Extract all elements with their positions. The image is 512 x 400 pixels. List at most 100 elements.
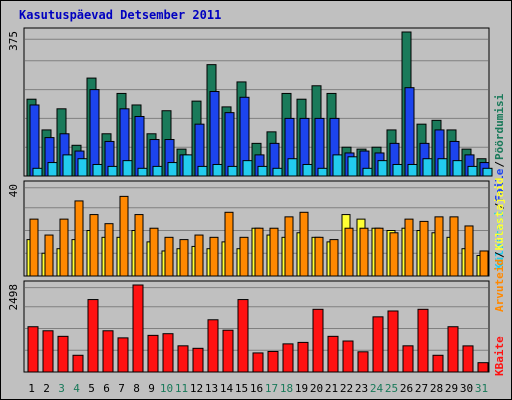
legend-files: Faile bbox=[493, 168, 506, 201]
files-bar bbox=[134, 115, 145, 177]
kbytes-bar bbox=[342, 340, 354, 373]
kbytes-bar bbox=[147, 334, 159, 373]
computers-bar bbox=[164, 236, 174, 277]
x-tick-label: 30 bbox=[460, 382, 473, 395]
x-tick-label: 21 bbox=[325, 382, 338, 395]
computers-bar bbox=[374, 227, 384, 277]
visits-bar bbox=[47, 162, 58, 177]
x-tick-label: 14 bbox=[220, 382, 234, 395]
kbytes-bar bbox=[357, 351, 369, 373]
kbytes-bar bbox=[387, 310, 399, 373]
x-tick-label: 8 bbox=[133, 382, 140, 395]
computers-bar bbox=[59, 218, 69, 277]
computers-bar bbox=[479, 250, 489, 277]
visits-bar bbox=[437, 158, 448, 177]
visits-bar bbox=[317, 167, 328, 177]
visits-bar bbox=[257, 165, 268, 177]
legend-pages: Pöördumisi bbox=[493, 93, 506, 160]
computers-bar bbox=[449, 216, 459, 277]
computers-bar bbox=[104, 223, 114, 277]
visits-bar bbox=[452, 160, 463, 177]
computers-bar bbox=[299, 211, 309, 277]
visits-bar bbox=[467, 165, 478, 177]
visits-bar bbox=[122, 160, 133, 177]
visits-bar bbox=[77, 158, 88, 177]
files-bar bbox=[404, 87, 415, 177]
x-tick-label: 26 bbox=[400, 382, 413, 395]
visits-bar bbox=[362, 167, 373, 177]
y-max-label: 2498 bbox=[7, 284, 20, 311]
x-tick-label: 31 bbox=[475, 382, 488, 395]
kbytes-bar bbox=[447, 326, 459, 373]
x-tick-label: 10 bbox=[160, 382, 173, 395]
computers-bar bbox=[329, 239, 339, 277]
x-tick-label: 16 bbox=[250, 382, 263, 395]
computers-bar bbox=[284, 216, 294, 277]
x-tick-label: 9 bbox=[148, 382, 155, 395]
computers-bar bbox=[44, 234, 54, 277]
x-tick-label: 23 bbox=[355, 382, 368, 395]
kbytes-bar bbox=[177, 345, 189, 373]
kbytes-bar bbox=[297, 341, 309, 373]
x-tick-label: 2 bbox=[43, 382, 50, 395]
visits-bar bbox=[137, 167, 148, 177]
visits-bar bbox=[152, 165, 163, 177]
x-tick-label: 17 bbox=[265, 382, 278, 395]
y-max-label: 40 bbox=[7, 184, 20, 197]
kbytes-bar bbox=[312, 308, 324, 373]
visits-bar bbox=[482, 167, 493, 177]
x-tick-label: 27 bbox=[415, 382, 428, 395]
computers-bar bbox=[404, 218, 414, 277]
files-bar bbox=[89, 89, 100, 177]
legend-kbytes: KBaite bbox=[493, 336, 506, 376]
x-tick-label: 6 bbox=[103, 382, 110, 395]
visits-bar bbox=[332, 154, 343, 177]
computers-bar bbox=[179, 239, 189, 277]
computers-bar bbox=[464, 225, 474, 277]
kbytes-bar bbox=[462, 345, 474, 373]
x-tick-label: 11 bbox=[175, 382, 188, 395]
computers-bar bbox=[389, 232, 399, 277]
x-tick-label: 15 bbox=[235, 382, 248, 395]
x-tick-label: 28 bbox=[430, 382, 443, 395]
visits-bar bbox=[62, 154, 73, 177]
kbytes-bar bbox=[27, 326, 39, 373]
legend-separator: / bbox=[493, 161, 506, 168]
visits-bar bbox=[227, 165, 238, 177]
visits-bar bbox=[182, 154, 193, 177]
kbytes-bar bbox=[57, 335, 69, 373]
kbytes-bar bbox=[432, 354, 444, 373]
x-tick-label: 4 bbox=[73, 382, 80, 395]
kbytes-bar bbox=[327, 335, 339, 373]
computers-bar bbox=[209, 236, 219, 277]
kbytes-bar bbox=[237, 299, 249, 373]
legend-computers: Arvuteid bbox=[493, 259, 506, 312]
computers-bar bbox=[149, 227, 159, 277]
visits-bar bbox=[272, 167, 283, 177]
visits-bar bbox=[167, 162, 178, 177]
computers-bar bbox=[314, 236, 324, 277]
visits-bar bbox=[92, 163, 103, 177]
visits-bar bbox=[32, 167, 43, 177]
x-tick-label: 24 bbox=[370, 382, 384, 395]
kbytes-bar bbox=[252, 352, 264, 373]
kbytes-bar bbox=[372, 316, 384, 373]
x-tick-label: 3 bbox=[58, 382, 65, 395]
kbytes-bar bbox=[282, 343, 294, 373]
visits-bar bbox=[377, 160, 388, 177]
files-bar bbox=[314, 117, 325, 177]
x-tick-label: 13 bbox=[205, 382, 218, 395]
kbytes-bar bbox=[132, 284, 144, 373]
kbytes-bar bbox=[87, 299, 99, 373]
computers-bar bbox=[224, 211, 234, 277]
files-bar bbox=[209, 91, 220, 177]
visits-bar bbox=[287, 158, 298, 177]
computers-bar bbox=[29, 218, 39, 277]
computers-bar bbox=[194, 234, 204, 277]
computers-bar bbox=[434, 216, 444, 277]
computers-bar bbox=[359, 227, 369, 277]
kbytes-bar bbox=[162, 333, 174, 373]
kbytes-bar bbox=[402, 345, 414, 373]
kbytes-bar bbox=[72, 354, 84, 373]
